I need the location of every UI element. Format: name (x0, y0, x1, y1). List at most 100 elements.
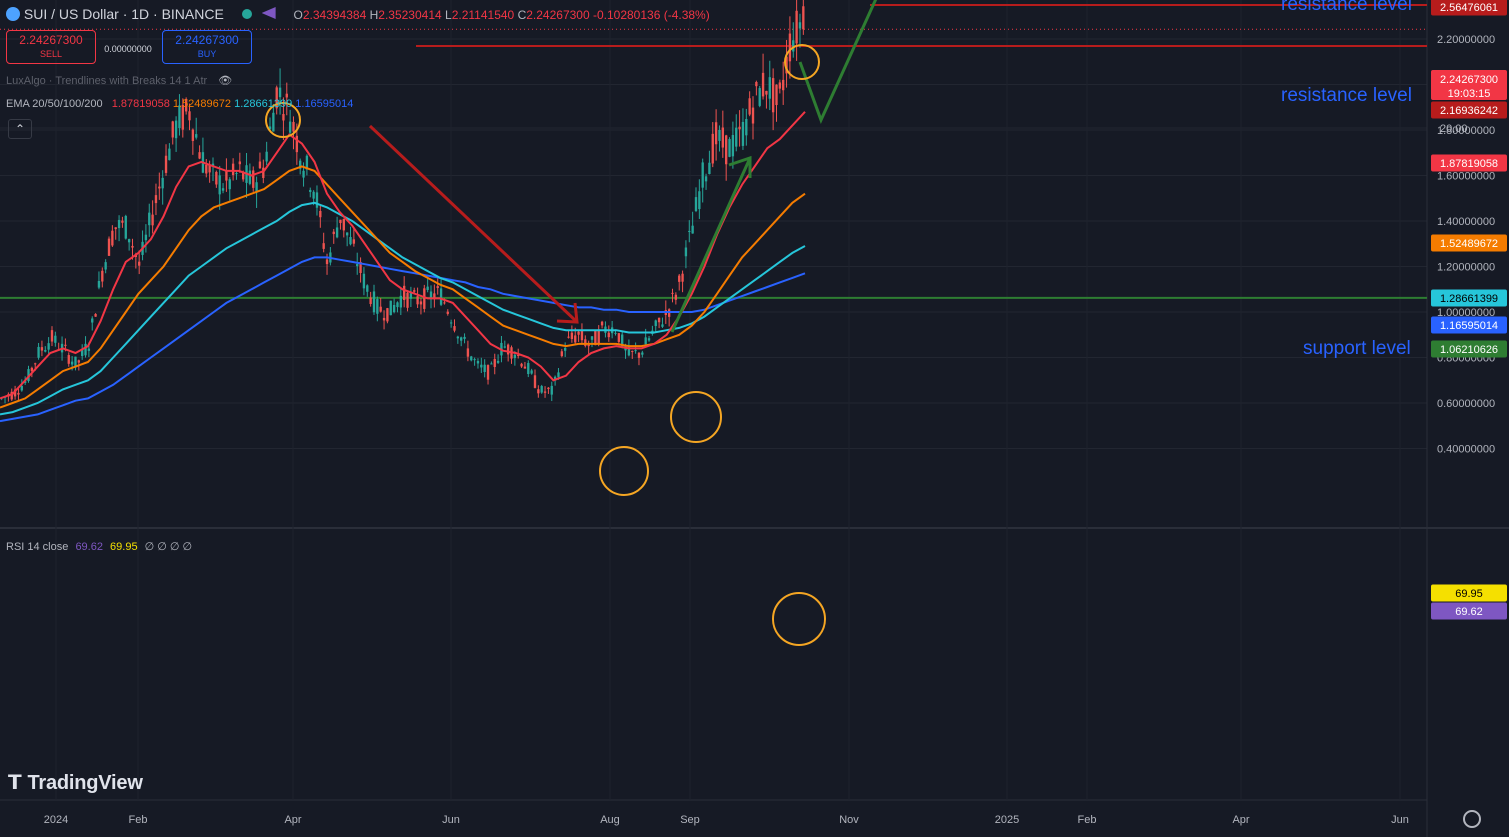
candle-body (81, 349, 84, 356)
candle-body (470, 356, 473, 361)
price-tick-label: 1.20000000 (1437, 262, 1495, 274)
candle-body (295, 135, 299, 153)
close-label: C (517, 8, 527, 22)
price-tick-label: 1.40000000 (1437, 216, 1495, 228)
resistance-top-badge: 2.56476061 (1440, 2, 1498, 14)
candle-body (335, 227, 339, 238)
candle-body (389, 300, 392, 316)
candle-body (691, 225, 694, 234)
candle-body (302, 170, 305, 178)
candle-body (406, 292, 409, 308)
candle-body (97, 280, 101, 288)
symbol-header[interactable]: SUI / US Dollar · 1D · BINANCE O2.343943… (6, 6, 710, 22)
candle-body (439, 288, 443, 305)
time-tick-label: Jun (442, 814, 460, 826)
highlight-circle (670, 391, 722, 443)
candle-body (10, 391, 13, 400)
candle-body (688, 230, 691, 232)
candle-body (698, 191, 701, 210)
chevron-up-icon: ⌃ (14, 122, 26, 136)
candle-body (711, 133, 714, 164)
candle-body (386, 308, 389, 322)
ema100-value: 1.28661399 (234, 98, 293, 110)
candle-body (758, 88, 761, 106)
candle-body (600, 321, 604, 326)
candle-body (570, 332, 574, 339)
time-tick-label: Apr (1232, 814, 1249, 826)
rsi-ma-badge: 69.95 (1455, 588, 1483, 600)
candle-body (614, 332, 617, 334)
candle-body (396, 302, 399, 308)
time-tick-label: Sep (680, 814, 700, 826)
candle-body (590, 336, 594, 340)
candle-body (272, 112, 275, 132)
open-label: O (293, 8, 303, 22)
settings-gear-icon[interactable] (1463, 810, 1481, 828)
candle-body (285, 93, 288, 98)
candle-body (299, 160, 302, 169)
tradingview-logo[interactable]: 𝗧 TradingView (8, 770, 143, 795)
symbol-title: SUI / US Dollar · 1D · BINANCE (23, 6, 224, 22)
candle-body (352, 239, 356, 244)
candle-body (161, 177, 164, 189)
resistance-mid-badge-bg (1431, 101, 1507, 119)
candle-body (617, 333, 621, 342)
ema-legend[interactable]: EMA 20/50/100/200 1.87819058 1.52489672 … (6, 98, 353, 110)
candle-body (416, 296, 419, 305)
candle-body (225, 170, 228, 181)
candle-body (181, 104, 184, 130)
candle-body (121, 220, 124, 223)
candle-body (637, 352, 641, 358)
candle-body (540, 386, 543, 393)
candle-body (433, 293, 436, 300)
candle-body (34, 363, 37, 365)
candle-body (594, 330, 597, 346)
hidden-eye-icon[interactable]: 👁 (218, 75, 233, 87)
sell-button[interactable]: 2.24267300 SELL (6, 30, 96, 64)
candle-body (547, 387, 550, 390)
high-value: 2.35230414 (378, 8, 442, 22)
candle-body (325, 259, 329, 265)
candle-body (423, 288, 426, 309)
candle-body (678, 275, 681, 282)
countdown-badge: 19:03:15 (1448, 88, 1491, 100)
magnet-icon[interactable] (261, 7, 276, 19)
candle-body (23, 381, 27, 383)
candle-body (288, 121, 292, 133)
candle-body (47, 343, 50, 350)
candle-body (782, 79, 785, 91)
candle-body (70, 361, 74, 365)
candle-body (657, 317, 661, 323)
tv-logo-icon: 𝗧 (8, 772, 22, 794)
candle-body (148, 212, 151, 226)
candle-body (40, 347, 44, 351)
candle-body (258, 161, 262, 169)
resistance-top-label: resistance level (1281, 0, 1412, 15)
candle-body (188, 111, 191, 121)
candle-body (154, 195, 158, 204)
candle-body (44, 350, 47, 352)
ema50-badge-bg (1431, 234, 1507, 252)
candle-body (17, 392, 20, 395)
support-label: support level (1303, 338, 1411, 359)
candle-body (460, 337, 463, 341)
candle-body (537, 389, 540, 394)
candle-body (138, 261, 141, 266)
time-tick-label: Feb (1078, 814, 1097, 826)
time-tick-label: Nov (839, 814, 859, 826)
luxalgo-legend[interactable]: LuxAlgo · Trendlines with Breaks 14 1 At… (6, 74, 232, 87)
rsi-legend[interactable]: RSI 14 close 69.62 69.95 ∅ ∅ ∅ ∅ (6, 540, 192, 553)
candle-body (342, 218, 345, 231)
candle-body (523, 366, 527, 369)
candle-body (151, 214, 154, 226)
candle-body (721, 127, 724, 148)
candle-body (195, 134, 198, 138)
candle-body (101, 270, 104, 282)
candle-body (527, 363, 530, 374)
current-price-badge-bg (1431, 70, 1507, 100)
price-tick-label: 0.60000000 (1437, 398, 1495, 410)
collapse-legend-button[interactable]: ⌃ (8, 119, 32, 139)
candle-body (158, 186, 161, 189)
buy-button[interactable]: 2.24267300 BUY (162, 30, 252, 64)
